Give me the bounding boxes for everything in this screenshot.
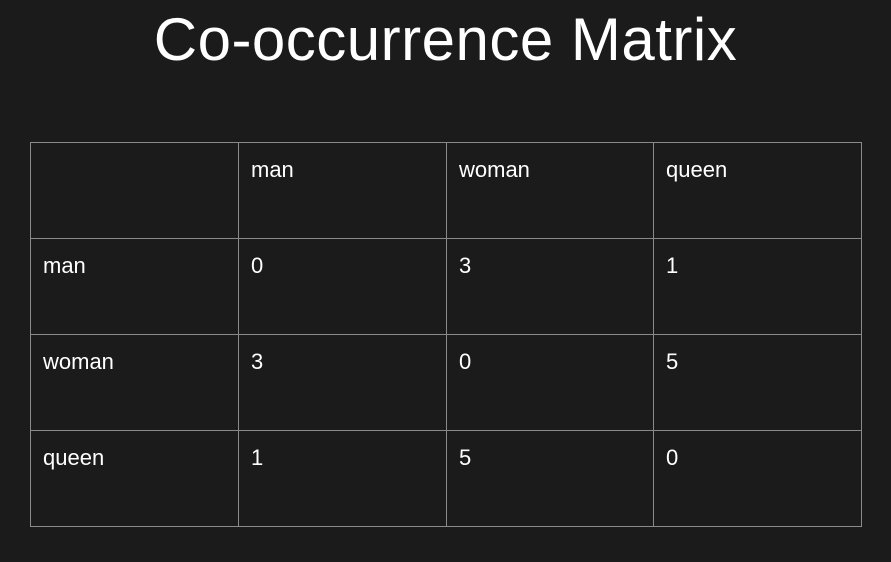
table-header-row: man woman queen xyxy=(30,142,862,239)
table-row: woman 3 0 5 xyxy=(30,334,862,431)
table-cell: 3 xyxy=(238,334,447,431)
slide-title: Co-occurrence Matrix xyxy=(153,6,738,73)
row-header-woman: woman xyxy=(30,334,239,431)
column-header-woman: woman xyxy=(446,142,654,239)
table-cell: 5 xyxy=(653,334,862,431)
table-corner-cell xyxy=(30,142,239,239)
table-cell: 0 xyxy=(446,334,654,431)
table-cell: 0 xyxy=(238,238,447,335)
table-cell: 0 xyxy=(653,430,862,527)
co-occurrence-table: man woman queen man 0 3 1 woman 3 0 5 qu… xyxy=(30,142,862,527)
row-header-queen: queen xyxy=(30,430,239,527)
row-header-man: man xyxy=(30,238,239,335)
table-cell: 3 xyxy=(446,238,654,335)
table-cell: 1 xyxy=(653,238,862,335)
column-header-queen: queen xyxy=(653,142,862,239)
column-header-man: man xyxy=(238,142,447,239)
table-cell: 1 xyxy=(238,430,447,527)
table-row: man 0 3 1 xyxy=(30,238,862,335)
table-row: queen 1 5 0 xyxy=(30,430,862,527)
table-cell: 5 xyxy=(446,430,654,527)
